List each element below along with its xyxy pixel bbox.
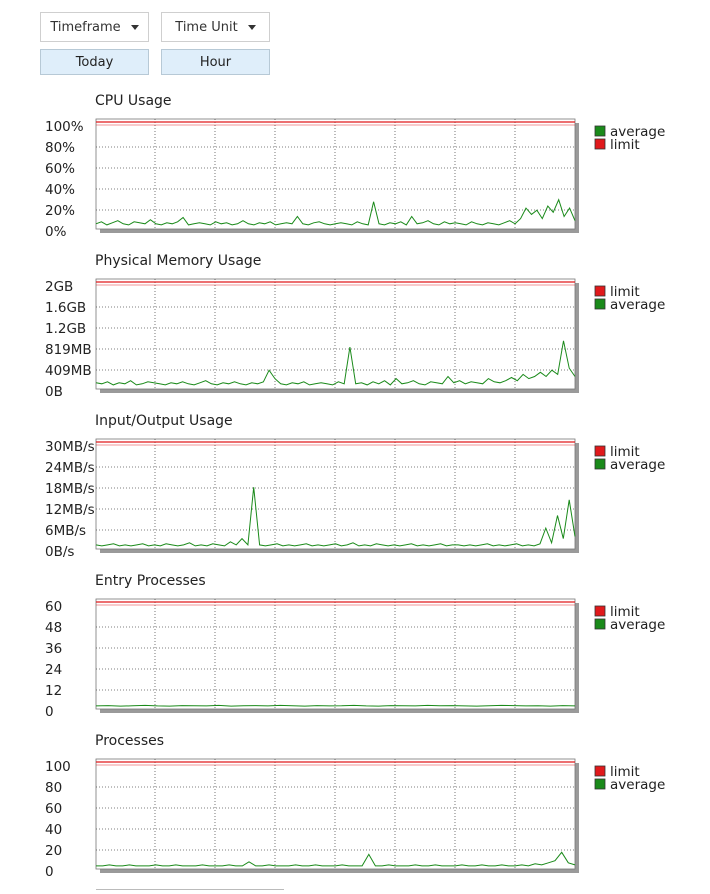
- y-tick-label: 6MB/s: [45, 523, 86, 539]
- y-tick-label: 12: [45, 683, 62, 699]
- chart-0: CPU Usage 100% 80% 60% 40% 20% 0% average limit: [0, 93, 710, 253]
- y-tick-label: 48: [45, 620, 62, 636]
- average-series-line: [95, 198, 576, 226]
- y-tick-label: 0B: [45, 384, 63, 400]
- y-tick-label: 40: [45, 822, 62, 838]
- legend-swatch-average: [594, 298, 606, 310]
- y-tick-label: 819MB: [45, 342, 92, 358]
- timeframe-label: Timeframe: [50, 19, 121, 35]
- average-series-line: [95, 340, 576, 386]
- y-tick-label: 20%: [45, 203, 75, 219]
- caret-down-icon: [247, 24, 256, 30]
- legend-swatch-limit: [594, 765, 606, 777]
- plot-area: [95, 118, 576, 230]
- plot-area: [95, 598, 576, 710]
- y-tick-label: 24MB/s: [45, 460, 95, 476]
- y-tick-label: 100%: [45, 119, 84, 135]
- legend-swatch-average: [594, 778, 606, 790]
- plot-area: [95, 758, 576, 870]
- plot-area: [95, 438, 576, 550]
- y-tick-label: 2GB: [45, 279, 73, 295]
- chart-title: Entry Processes: [95, 573, 206, 589]
- y-tick-label: 40%: [45, 182, 75, 198]
- y-tick-label: 1.2GB: [45, 321, 86, 337]
- legend-swatch-limit: [594, 285, 606, 297]
- y-tick-label: 36: [45, 641, 62, 657]
- y-tick-label: 80: [45, 780, 62, 796]
- time-unit-dropdown[interactable]: Time Unit: [161, 12, 270, 42]
- chart-title: Input/Output Usage: [95, 413, 233, 429]
- legend-swatch-average: [594, 125, 606, 137]
- chart-4: Processes 100 80 60 40 20 0 limit average: [0, 733, 710, 893]
- legend-label-average: average: [610, 777, 665, 793]
- y-tick-label: 0: [45, 864, 54, 880]
- y-tick-label: 0B/s: [45, 544, 74, 560]
- y-tick-label: 60: [45, 801, 62, 817]
- chart-svg: 30MB/s 24MB/s 18MB/s 12MB/s 6MB/s 0B/s limitav…: [45, 438, 665, 560]
- legend-swatch-average: [594, 458, 606, 470]
- average-series-line: [96, 851, 576, 867]
- legend-swatch-limit: [594, 445, 606, 457]
- legend-swatch-limit: [594, 605, 606, 617]
- y-tick-label: 18MB/s: [45, 481, 95, 497]
- today-button[interactable]: Today: [40, 49, 149, 75]
- chart-3: Entry Processes 60 48 36 24 12 0 limit average: [0, 573, 710, 733]
- chart-title: Processes: [95, 733, 165, 749]
- y-tick-label: 20: [45, 843, 62, 859]
- scrollbar-track[interactable]: [96, 889, 284, 890]
- legend-label-average: average: [610, 297, 665, 313]
- chart-title: Physical Memory Usage: [95, 253, 262, 269]
- legend-label-limit: limit: [610, 444, 640, 460]
- plot-area: [95, 278, 576, 390]
- caret-down-icon: [130, 24, 139, 30]
- legend-label-limit: limit: [610, 764, 640, 780]
- legend-label-average: average: [610, 617, 665, 633]
- y-tick-label: 24: [45, 662, 62, 678]
- y-tick-label: 1.6GB: [45, 300, 86, 316]
- chart-title: CPU Usage: [95, 93, 172, 109]
- legend-label-average: average: [610, 124, 665, 140]
- chart-2: Input/Output Usage 30MB/s 24MB/s 18MB/s 12MB…: [0, 413, 710, 573]
- average-series-line: [95, 487, 576, 547]
- legend-label-limit: limit: [610, 137, 640, 153]
- y-tick-label: 60: [45, 599, 62, 615]
- y-tick-label: 80%: [45, 140, 75, 156]
- chart-1: Physical Memory Usage 2GB 1.6GB 1.2GB 819MB 4…: [0, 253, 710, 413]
- y-tick-label: 0%: [45, 224, 67, 240]
- y-tick-label: 60%: [45, 161, 75, 177]
- hour-button[interactable]: Hour: [161, 49, 270, 75]
- y-tick-label: 100: [45, 759, 71, 775]
- legend-label-limit: limit: [610, 604, 640, 620]
- y-tick-label: 30MB/s: [45, 439, 95, 455]
- time-unit-label: Time Unit: [175, 19, 238, 35]
- y-tick-label: 409MB: [45, 363, 92, 379]
- legend-swatch-average: [594, 618, 606, 630]
- legend-label-limit: limit: [610, 284, 640, 300]
- timeframe-dropdown[interactable]: Timeframe: [40, 12, 149, 42]
- legend-label-average: average: [610, 457, 665, 473]
- y-tick-label: 0: [45, 704, 54, 720]
- legend-swatch-limit: [594, 138, 606, 150]
- y-tick-label: 12MB/s: [45, 502, 95, 518]
- average-series-line: [95, 704, 576, 707]
